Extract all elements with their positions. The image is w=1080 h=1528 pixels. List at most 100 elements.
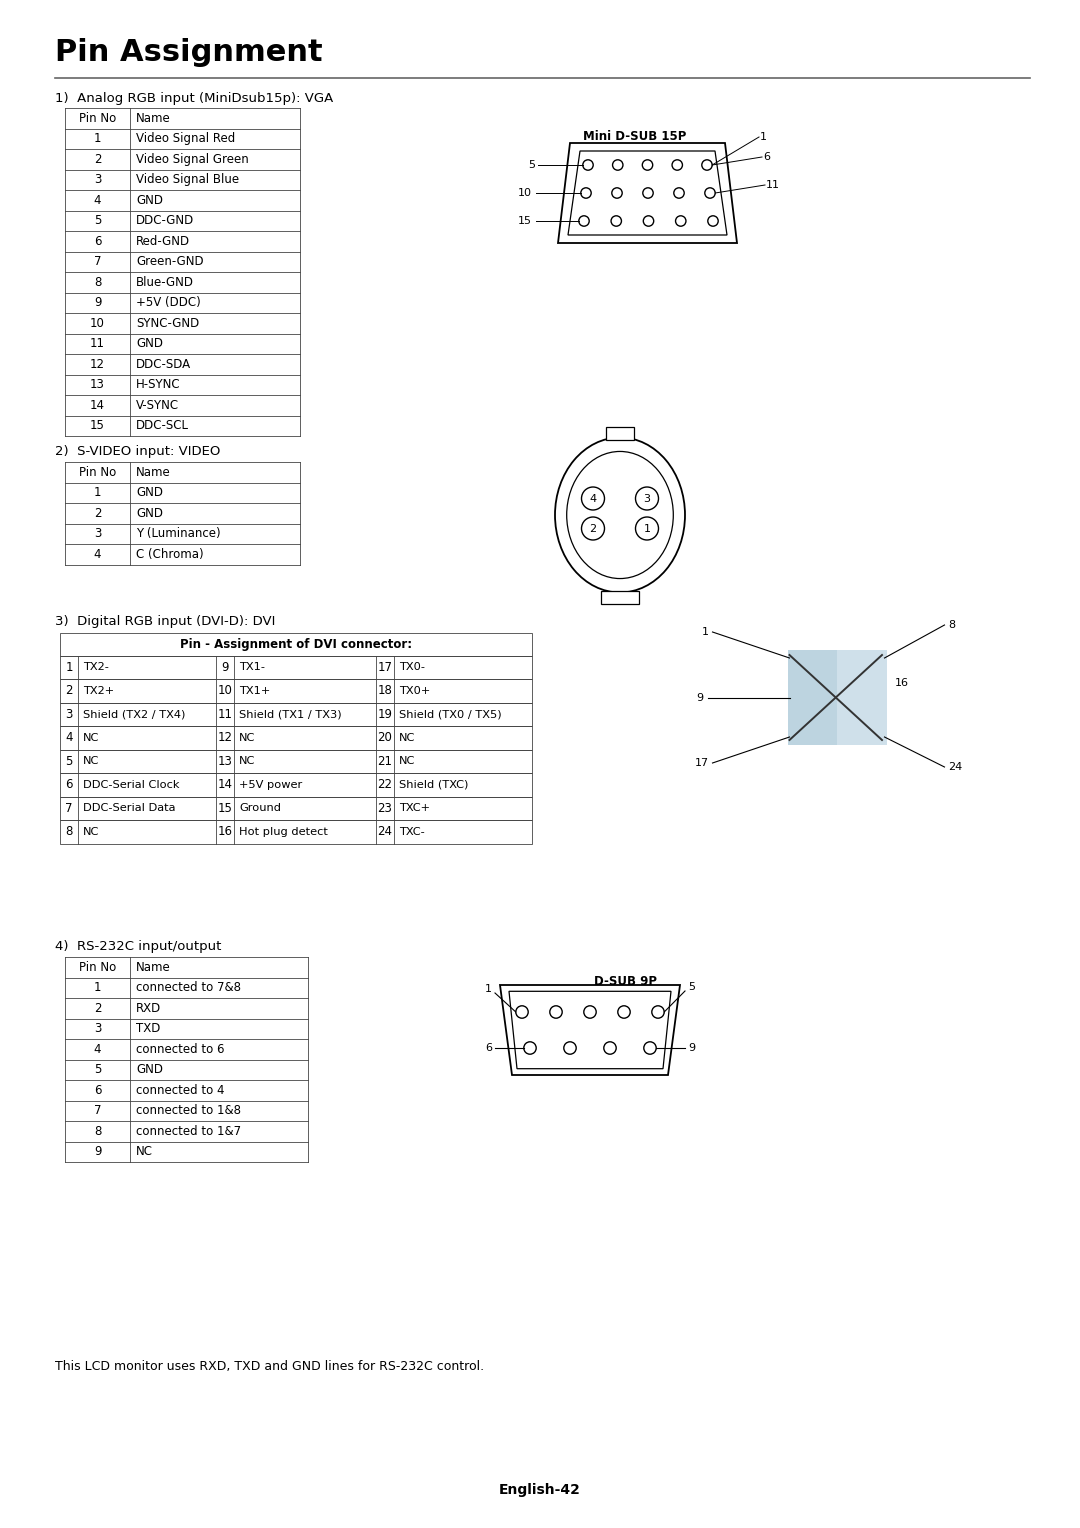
Text: connected to 4: connected to 4 bbox=[136, 1083, 225, 1097]
Text: +5V (DDC): +5V (DDC) bbox=[136, 296, 201, 309]
Text: H-SYNC: H-SYNC bbox=[136, 379, 180, 391]
Text: DDC-Serial Data: DDC-Serial Data bbox=[83, 804, 175, 813]
Text: 3: 3 bbox=[65, 707, 72, 721]
Text: 14: 14 bbox=[90, 399, 105, 411]
Text: 1: 1 bbox=[94, 486, 102, 500]
Text: 7: 7 bbox=[94, 255, 102, 269]
Text: TX2-: TX2- bbox=[83, 662, 109, 672]
Text: Pin No: Pin No bbox=[79, 466, 117, 478]
Text: 10: 10 bbox=[217, 685, 232, 697]
Text: 7: 7 bbox=[94, 1105, 102, 1117]
Text: RXD: RXD bbox=[136, 1002, 161, 1015]
Text: Y (Luminance): Y (Luminance) bbox=[136, 527, 220, 541]
Text: TX0-: TX0- bbox=[399, 662, 426, 672]
Text: NC: NC bbox=[239, 733, 255, 743]
Text: 9: 9 bbox=[697, 692, 703, 703]
Text: GND: GND bbox=[136, 1063, 163, 1076]
Text: 24: 24 bbox=[378, 825, 392, 839]
Text: 22: 22 bbox=[378, 778, 392, 792]
Text: NC: NC bbox=[239, 756, 255, 766]
Text: connected to 1&7: connected to 1&7 bbox=[136, 1125, 241, 1138]
Text: 5: 5 bbox=[65, 755, 72, 767]
Text: 7: 7 bbox=[65, 802, 72, 814]
Text: Mini D-SUB 15P: Mini D-SUB 15P bbox=[583, 130, 687, 144]
Text: Green-GND: Green-GND bbox=[136, 255, 204, 269]
Text: 6: 6 bbox=[94, 1083, 102, 1097]
Text: 8: 8 bbox=[94, 1125, 102, 1138]
Text: 4: 4 bbox=[65, 732, 72, 744]
Bar bbox=[787, 649, 837, 746]
Text: 17: 17 bbox=[378, 660, 392, 674]
Bar bbox=[60, 726, 532, 750]
Text: 2: 2 bbox=[94, 1002, 102, 1015]
Bar bbox=[60, 773, 532, 796]
Text: 16: 16 bbox=[217, 825, 232, 839]
Text: connected to 6: connected to 6 bbox=[136, 1042, 225, 1056]
Text: Pin No: Pin No bbox=[79, 961, 117, 973]
Text: 3)  Digital RGB input (DVI-D): DVI: 3) Digital RGB input (DVI-D): DVI bbox=[55, 614, 275, 628]
Text: Shield (TX0 / TX5): Shield (TX0 / TX5) bbox=[399, 709, 501, 720]
Text: Red-GND: Red-GND bbox=[136, 235, 190, 248]
Text: V-SYNC: V-SYNC bbox=[136, 399, 179, 411]
Text: 6: 6 bbox=[94, 235, 102, 248]
Text: NC: NC bbox=[399, 756, 416, 766]
Text: 21: 21 bbox=[378, 755, 392, 767]
Text: 1: 1 bbox=[94, 133, 102, 145]
Text: 3: 3 bbox=[94, 527, 102, 541]
Text: 8: 8 bbox=[94, 275, 102, 289]
Text: 9: 9 bbox=[688, 1044, 696, 1053]
Text: 11: 11 bbox=[766, 180, 780, 189]
Text: GND: GND bbox=[136, 338, 163, 350]
Text: 4: 4 bbox=[94, 194, 102, 206]
Text: 2: 2 bbox=[94, 153, 102, 165]
Text: DDC-GND: DDC-GND bbox=[136, 214, 194, 228]
Text: Hot plug detect: Hot plug detect bbox=[239, 827, 328, 837]
Text: 2: 2 bbox=[94, 507, 102, 520]
Text: TX0+: TX0+ bbox=[399, 686, 430, 695]
Bar bbox=[600, 590, 639, 604]
Text: +5V power: +5V power bbox=[239, 779, 302, 790]
Text: 10: 10 bbox=[518, 188, 532, 199]
Text: GND: GND bbox=[136, 194, 163, 206]
Text: C (Chroma): C (Chroma) bbox=[136, 547, 204, 561]
Text: 12: 12 bbox=[90, 358, 105, 371]
Text: 9: 9 bbox=[221, 660, 229, 674]
Text: 2: 2 bbox=[65, 685, 72, 697]
Text: 17: 17 bbox=[694, 758, 708, 769]
Text: 5: 5 bbox=[688, 983, 696, 992]
Bar bbox=[837, 649, 887, 746]
Text: 4: 4 bbox=[590, 494, 596, 504]
Text: GND: GND bbox=[136, 486, 163, 500]
Text: TXD: TXD bbox=[136, 1022, 160, 1036]
Text: NC: NC bbox=[399, 733, 416, 743]
Text: 2)  S-VIDEO input: VIDEO: 2) S-VIDEO input: VIDEO bbox=[55, 445, 220, 458]
Text: 9: 9 bbox=[94, 1146, 102, 1158]
Text: Shield (TX1 / TX3): Shield (TX1 / TX3) bbox=[239, 709, 341, 720]
Text: 15: 15 bbox=[518, 215, 532, 226]
Text: 5: 5 bbox=[94, 1063, 102, 1076]
Polygon shape bbox=[509, 992, 671, 1068]
Text: 8: 8 bbox=[65, 825, 72, 839]
Bar bbox=[60, 750, 532, 773]
Text: NC: NC bbox=[83, 733, 99, 743]
Text: Video Signal Red: Video Signal Red bbox=[136, 133, 235, 145]
Text: DDC-Serial Clock: DDC-Serial Clock bbox=[83, 779, 179, 790]
Text: 1: 1 bbox=[94, 981, 102, 995]
Text: 6: 6 bbox=[65, 778, 72, 792]
Text: Blue-GND: Blue-GND bbox=[136, 275, 194, 289]
Text: 12: 12 bbox=[217, 732, 232, 744]
Text: NC: NC bbox=[136, 1146, 153, 1158]
Text: 1: 1 bbox=[65, 660, 72, 674]
Text: connected to 1&8: connected to 1&8 bbox=[136, 1105, 241, 1117]
Text: 6: 6 bbox=[485, 1044, 492, 1053]
Bar bbox=[606, 426, 634, 440]
Text: 14: 14 bbox=[217, 778, 232, 792]
Text: TXC-: TXC- bbox=[399, 827, 424, 837]
Text: Shield (TXC): Shield (TXC) bbox=[399, 779, 469, 790]
Bar bbox=[60, 678, 532, 703]
Text: TXC+: TXC+ bbox=[399, 804, 430, 813]
Text: 1: 1 bbox=[485, 984, 492, 995]
Text: 8: 8 bbox=[948, 620, 956, 630]
Text: 2: 2 bbox=[590, 524, 596, 533]
Text: 20: 20 bbox=[378, 732, 392, 744]
